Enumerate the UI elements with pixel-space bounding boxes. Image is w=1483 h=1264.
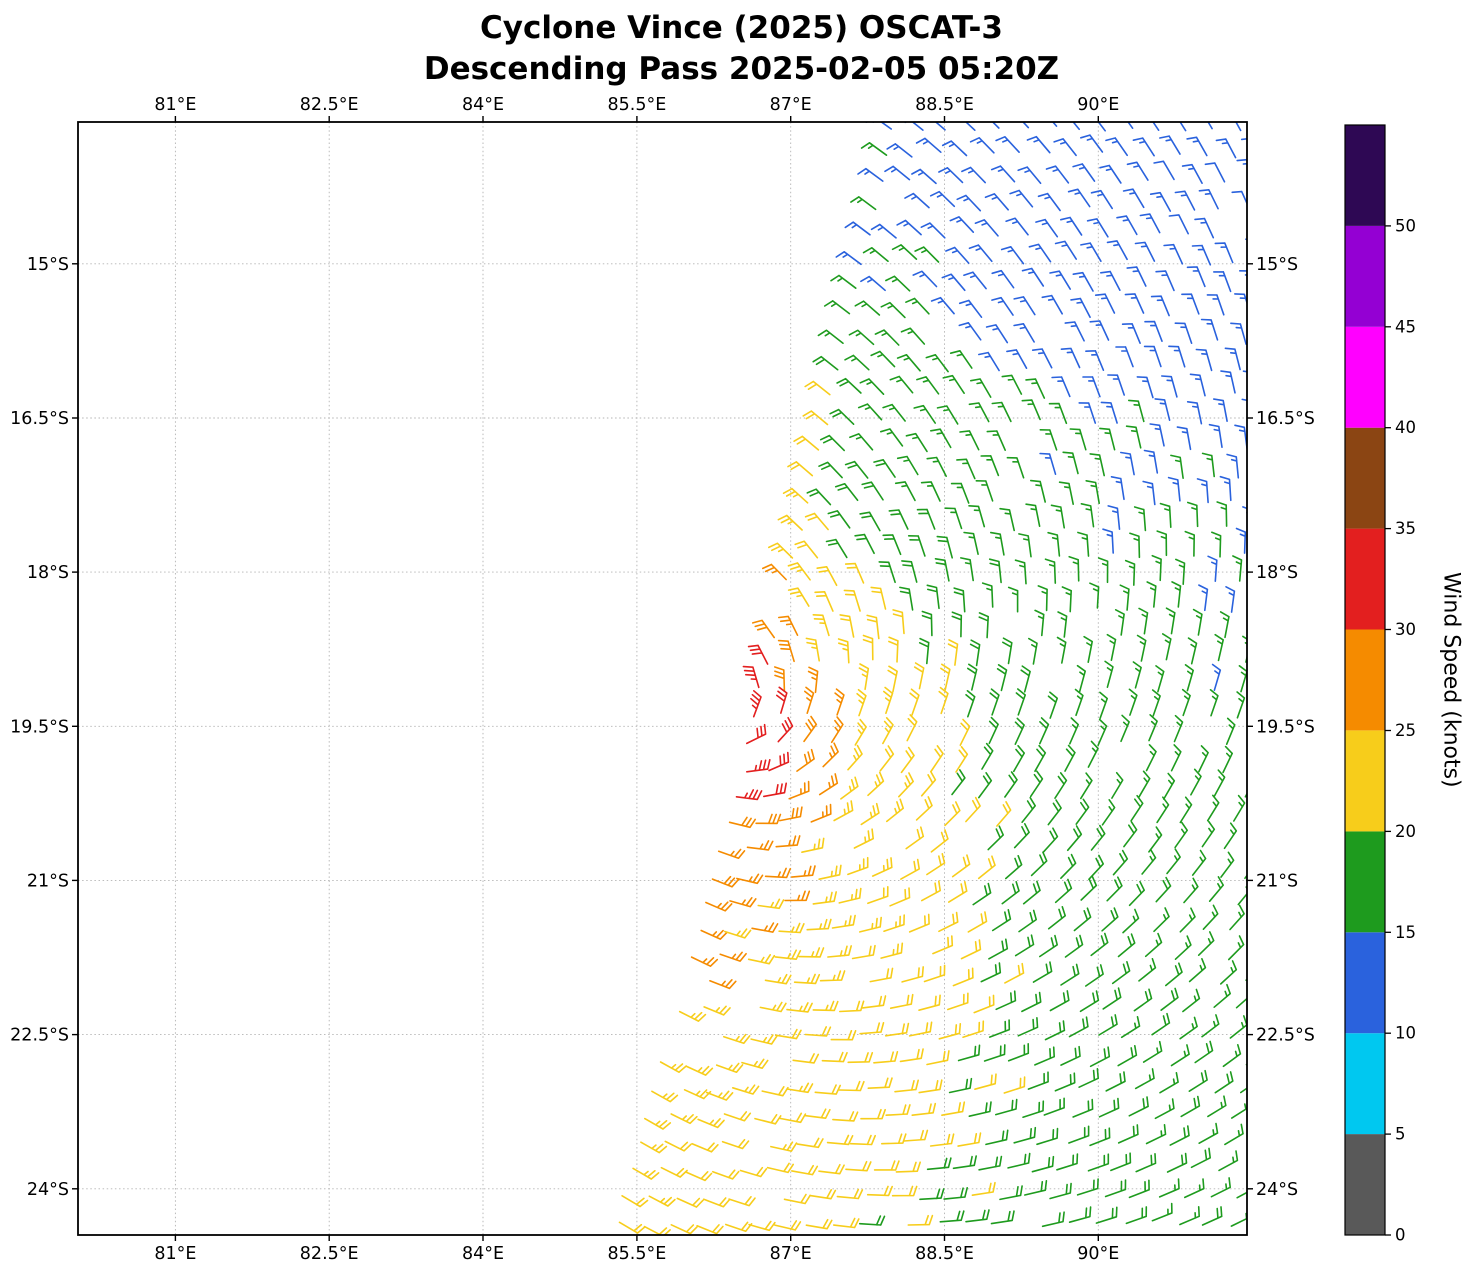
svg-text:19.5°S: 19.5°S (1256, 717, 1315, 737)
svg-text:90°E: 90°E (1077, 95, 1119, 115)
svg-text:40: 40 (1395, 418, 1416, 437)
axis-tick-labels: 81°E 81°E 82.5°E 82.5°E 84°E 84°E 85.5°E 85.5°E… (10, 95, 1315, 1264)
svg-text:50: 50 (1395, 216, 1416, 235)
svg-text:21°S: 21°S (27, 871, 69, 891)
svg-text:87°E: 87°E (770, 95, 812, 115)
svg-text:0: 0 (1395, 1226, 1406, 1245)
svg-text:87°E: 87°E (770, 1244, 812, 1264)
svg-text:90°E: 90°E (1077, 1244, 1119, 1264)
svg-text:88.5°E: 88.5°E (915, 95, 974, 115)
title-line-1: Cyclone Vince (2025) OSCAT-3 (480, 10, 1003, 46)
svg-text:81°E: 81°E (154, 1244, 196, 1264)
svg-text:19.5°S: 19.5°S (10, 717, 69, 737)
svg-text:20: 20 (1395, 822, 1416, 841)
svg-text:16.5°S: 16.5°S (1256, 409, 1315, 429)
svg-text:82.5°E: 82.5°E (300, 1244, 359, 1264)
svg-text:15: 15 (1395, 923, 1416, 942)
svg-text:18°S: 18°S (1256, 563, 1298, 583)
svg-text:18°S: 18°S (27, 563, 69, 583)
plot-border (77, 121, 1248, 1236)
svg-text:45: 45 (1395, 317, 1416, 336)
svg-text:88.5°E: 88.5°E (915, 1244, 974, 1264)
svg-text:15°S: 15°S (1256, 255, 1298, 275)
axis-ticks (72, 116, 1253, 1241)
svg-text:10: 10 (1395, 1024, 1416, 1043)
gridlines (78, 122, 1247, 1235)
colorbar-label: Wind Speed (knots) (1438, 572, 1464, 788)
svg-text:24°S: 24°S (1256, 1180, 1298, 1200)
title-line-2: Descending Pass 2025-02-05 05:20Z (423, 50, 1060, 87)
colorbar: 0 5 10 15 20 25 30 35 40 45 50 (1344, 124, 1416, 1245)
svg-text:85.5°E: 85.5°E (608, 95, 667, 115)
svg-text:35: 35 (1395, 519, 1416, 538)
svg-text:25: 25 (1395, 721, 1416, 740)
svg-text:21°S: 21°S (1256, 871, 1298, 891)
svg-text:84°E: 84°E (462, 1244, 504, 1264)
svg-text:22.5°S: 22.5°S (1256, 1026, 1315, 1046)
svg-text:24°S: 24°S (27, 1180, 69, 1200)
svg-text:5: 5 (1395, 1125, 1406, 1144)
svg-text:30: 30 (1395, 620, 1416, 639)
svg-text:82.5°E: 82.5°E (300, 95, 359, 115)
svg-text:81°E: 81°E (154, 95, 196, 115)
svg-text:85.5°E: 85.5°E (608, 1244, 667, 1264)
wind-barbs (618, 122, 1247, 1235)
chart-title: Cyclone Vince (2025) OSCAT-3 Descending … (0, 8, 1483, 90)
svg-text:16.5°S: 16.5°S (10, 409, 69, 429)
svg-text:15°S: 15°S (27, 255, 69, 275)
svg-text:22.5°S: 22.5°S (10, 1026, 69, 1046)
svg-text:84°E: 84°E (462, 95, 504, 115)
